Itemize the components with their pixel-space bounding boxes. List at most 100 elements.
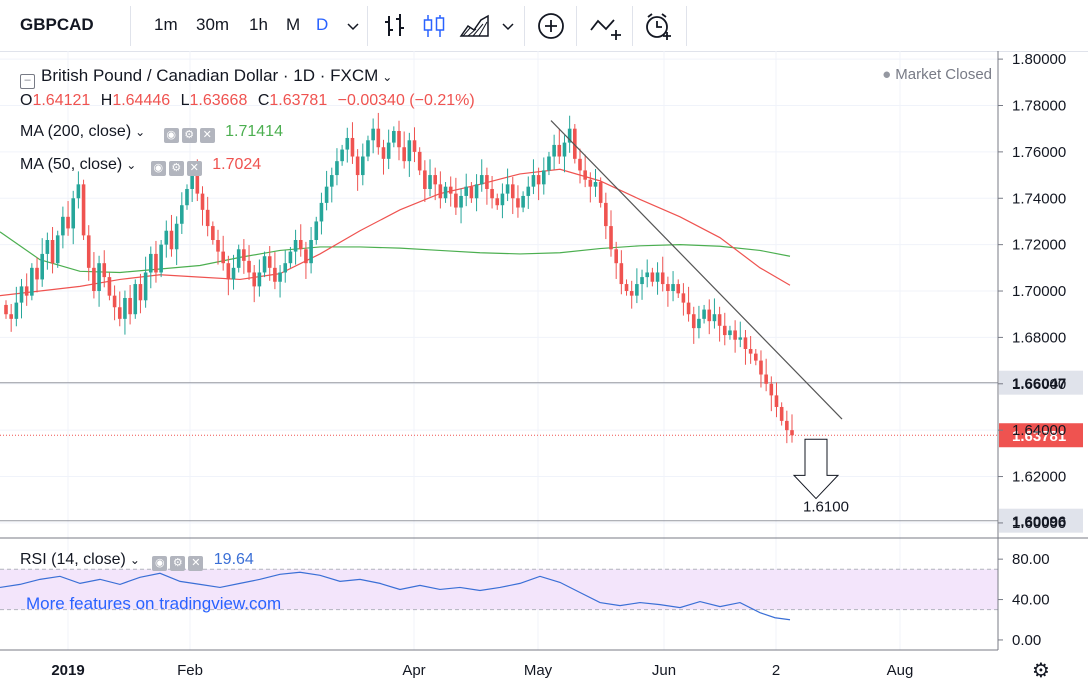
candle-body — [686, 302, 691, 315]
chevron-down-icon[interactable] — [343, 10, 363, 42]
candle-body — [123, 297, 127, 319]
candle-body — [774, 395, 779, 407]
chevron-down-icon[interactable]: ⌄ — [129, 553, 140, 567]
change-value: −0.00340 (−0.21%) — [337, 92, 475, 109]
gear-icon[interactable]: ⚙ — [170, 556, 186, 571]
candle-body — [205, 209, 210, 227]
candle-body — [676, 284, 681, 294]
candle-body — [614, 249, 618, 264]
interval-day-button[interactable]: D — [316, 15, 329, 34]
symbol-search-button[interactable]: GBPCAD — [20, 15, 94, 34]
candle-body — [505, 184, 510, 194]
ma200-line — [0, 231, 791, 274]
candle-body — [86, 235, 91, 268]
eye-icon[interactable]: ◉ — [152, 556, 168, 571]
candle-body — [733, 330, 737, 340]
time-tick-label: 2 — [772, 662, 780, 679]
rsi-tick-label: 40.00 — [1012, 592, 1050, 609]
candle-body — [216, 240, 220, 252]
collapse-legend-icon[interactable]: – — [20, 74, 35, 89]
alert-icon[interactable] — [642, 10, 674, 42]
candle-body — [242, 249, 246, 261]
candle-body — [174, 223, 179, 250]
chevron-down-icon[interactable] — [498, 10, 518, 42]
candle-body — [361, 156, 365, 176]
candle-body — [500, 193, 505, 206]
bar-style-icon[interactable] — [379, 10, 411, 42]
close-icon[interactable]: ✕ — [186, 161, 202, 176]
close-icon[interactable]: ✕ — [199, 128, 215, 143]
high-value: 1.64446 — [112, 92, 171, 109]
candle-body — [371, 128, 375, 141]
price-chart[interactable]: 1.66047 1.60096 1.63781 1.6100 1.80000 1.78… — [0, 51, 1088, 688]
interval-1h-button[interactable]: 1h — [249, 15, 268, 34]
eye-icon[interactable]: ◉ — [150, 161, 166, 176]
candle-body — [417, 151, 422, 171]
target-arrow: 1.6100 — [792, 438, 849, 516]
candle-body — [552, 144, 556, 157]
chevron-down-icon[interactable]: ⌄ — [126, 158, 137, 172]
ma50-label: MA (50, close) — [20, 156, 123, 173]
candle-body — [609, 226, 613, 250]
high-label: H — [100, 92, 113, 109]
candle-body — [24, 286, 29, 296]
compare-icon[interactable] — [588, 10, 624, 42]
gear-icon[interactable]: ⚙ — [181, 128, 197, 143]
chevron-down-icon[interactable]: ⌄ — [382, 70, 393, 84]
candle-body — [728, 330, 732, 336]
candle-body — [397, 131, 401, 148]
close-icon[interactable]: ✕ — [188, 556, 204, 571]
candle-body — [454, 193, 458, 208]
candle-body — [366, 140, 370, 157]
gear-icon[interactable]: ⚙ — [168, 161, 184, 176]
candle-style-icon[interactable] — [418, 10, 450, 42]
candle-body — [402, 147, 406, 162]
candle-body — [376, 128, 381, 148]
candle-body — [273, 267, 277, 282]
moving-averages — [0, 168, 791, 297]
more-features-link[interactable]: More features on tradingview.com — [26, 594, 282, 613]
candle-body — [428, 175, 432, 189]
candle-body — [521, 195, 525, 208]
toolbar: GBPCAD 1m 30m 1h M D — [0, 0, 1088, 52]
toolbar-separator — [576, 6, 577, 46]
candle-body — [707, 309, 712, 322]
ma50-legend: MA (50, close) ⌄ ◉ ⚙ ✕ 1.7024 — [20, 156, 261, 176]
candle-body — [309, 240, 313, 264]
add-indicator-icon[interactable] — [535, 10, 567, 42]
candle-body — [76, 184, 81, 199]
candle-body — [159, 244, 163, 273]
rsi-series-line — [0, 571, 791, 621]
candle-body — [324, 186, 329, 203]
interval-1m-button[interactable]: 1m — [154, 15, 178, 34]
candle-body — [81, 184, 86, 236]
chevron-down-icon[interactable]: ⌄ — [135, 125, 146, 139]
toolbar-separator — [632, 6, 633, 46]
candle-body — [650, 272, 655, 282]
price-tick-label: 1.60000 — [1012, 515, 1066, 532]
candle-body — [583, 170, 587, 180]
time-tick-label: Jun — [652, 662, 676, 679]
time-tick-label: Aug — [887, 662, 914, 679]
legend-title: – British Pound / Canadian Dollar · 1D · … — [20, 66, 392, 89]
candle-body — [759, 360, 763, 375]
candle-body — [50, 240, 55, 264]
price-tick-label: 1.66000 — [1012, 376, 1066, 393]
time-tick-label: May — [524, 662, 553, 679]
area-style-icon[interactable] — [458, 10, 490, 42]
ma200-legend: MA (200, close) ⌄ ◉ ⚙ ✕ 1.71414 — [20, 123, 283, 143]
settings-gear-icon[interactable]: ⚙ — [1032, 660, 1050, 682]
interval-month-button[interactable]: M — [286, 15, 301, 34]
rsi-label: RSI (14, close) — [20, 551, 126, 568]
toolbar-separator — [367, 6, 368, 46]
price-tick-label: 1.70000 — [1012, 283, 1066, 300]
candle-body — [412, 140, 417, 152]
candle-body — [381, 147, 386, 159]
interval-30m-button[interactable]: 30m — [196, 15, 230, 34]
axes: 1.80000 1.78000 1.76000 1.74000 1.72000 1.700… — [0, 51, 1088, 682]
candle-body — [355, 156, 360, 176]
price-tick-label: 1.78000 — [1012, 97, 1066, 114]
eye-icon[interactable]: ◉ — [163, 128, 179, 143]
candle-body — [45, 240, 50, 254]
price-tick-label: 1.68000 — [1012, 329, 1066, 346]
